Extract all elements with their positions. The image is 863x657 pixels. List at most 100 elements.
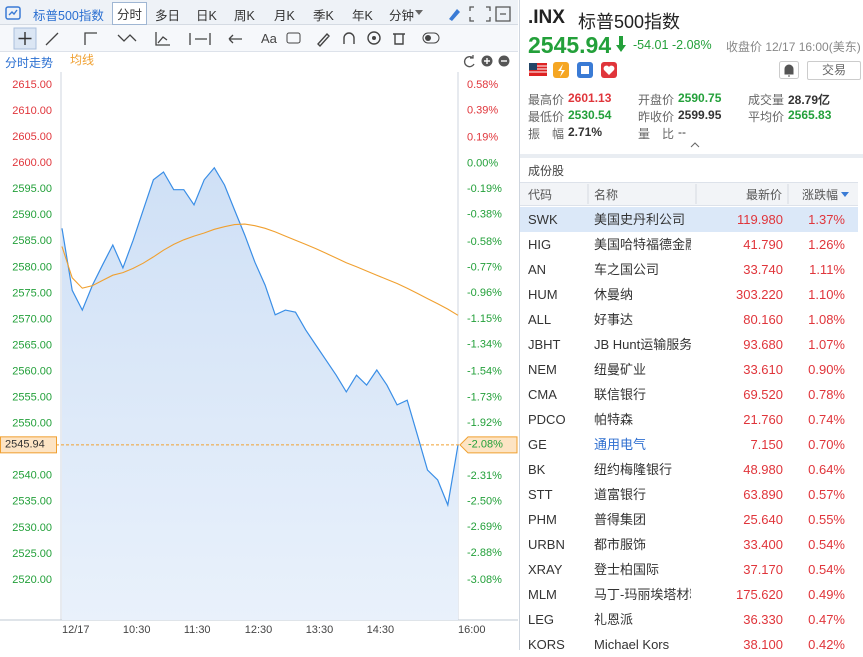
stock-name: 马丁-玛丽埃塔材料 <box>594 587 691 602</box>
y2-tick-label: -1.34% <box>467 339 502 351</box>
table-row[interactable]: PDCO 帕特森 21.760 0.74% <box>520 407 858 432</box>
stock-code: URBN <box>528 537 565 552</box>
y2-tick-label: -2.69% <box>467 521 502 533</box>
table-row[interactable]: HUM 休曼纳 303.220 1.10% <box>520 282 858 307</box>
table-row[interactable]: STT 道富银行 63.890 0.57% <box>520 482 858 507</box>
table-row[interactable]: XRAY 登士柏国际 37.170 0.54% <box>520 557 858 582</box>
last-pct-label: -2.08% <box>468 439 503 451</box>
table-row[interactable]: BK 纽约梅隆银行 48.980 0.64% <box>520 457 858 482</box>
stat-label: 昨收价 <box>638 110 675 124</box>
collapse[interactable] <box>690 141 700 149</box>
stat-label: 开盘价 <box>638 93 675 107</box>
table-row[interactable]: PHM 普得集团 25.640 0.55% <box>520 507 858 532</box>
table-row[interactable]: AN 车之国公司 33.740 1.11% <box>520 257 858 282</box>
col-header[interactable]: 代码 <box>528 188 553 202</box>
y2-tick-label: 0.19% <box>467 132 498 144</box>
stock-name: 普得集团 <box>594 512 647 527</box>
table-row[interactable]: SWK 美国史丹利公司 119.980 1.37% <box>520 207 858 232</box>
stock-price: 25.640 <box>743 512 783 527</box>
stock-change: 0.54% <box>808 562 845 577</box>
stock-price: 80.160 <box>743 312 783 327</box>
x-tick-label: 12/17 <box>62 624 90 636</box>
stock-name: JB Hunt运输服务 <box>594 337 691 352</box>
y-tick-label: 2585.00 <box>12 235 52 247</box>
tool-icons[interactable] <box>0 25 518 52</box>
zoom-icons[interactable] <box>463 54 515 68</box>
stock-change: 0.64% <box>808 462 845 477</box>
stock-name: 纽约梅隆银行 <box>594 462 673 477</box>
stock-change: 0.78% <box>808 387 845 402</box>
price-area <box>62 167 458 621</box>
stock-name: 礼恩派 <box>594 612 634 627</box>
tab[interactable]: 季K <box>313 9 334 23</box>
y2-tick-label: -0.19% <box>467 183 502 195</box>
font-tool[interactable]: Aa <box>261 31 277 46</box>
window-icons[interactable] <box>446 4 516 22</box>
table-row[interactable]: LEG 礼恩派 36.330 0.47% <box>520 607 858 632</box>
stock-code: JBHT <box>528 337 561 352</box>
table-row[interactable]: ALL 好事达 80.160 1.08% <box>520 307 858 332</box>
y-tick-label: 2565.00 <box>12 339 52 351</box>
stock-name: 美国哈特福德金融 <box>594 237 691 252</box>
stock-code: SWK <box>528 212 558 227</box>
stat-label: 平均价 <box>748 110 785 124</box>
tab[interactable]: 月K <box>274 9 295 23</box>
table-row[interactable]: HIG 美国哈特福德金融 41.790 1.26% <box>520 232 858 257</box>
tab[interactable]: 周K <box>234 9 255 23</box>
stock-name: 纽曼矿业 <box>594 362 647 377</box>
stock-name: Michael Kors <box>594 637 670 652</box>
y2-tick-label: 0.00% <box>467 157 498 169</box>
table-row[interactable]: MLM 马丁-玛丽埃塔材料 175.620 0.49% <box>520 582 858 607</box>
menu-icon[interactable] <box>5 5 21 21</box>
y-tick-label: 2530.00 <box>12 522 52 534</box>
badges[interactable] <box>528 61 618 79</box>
y-tick-label: 2595.00 <box>12 183 52 195</box>
index-title[interactable]: 标普500指数 <box>33 9 104 23</box>
tab[interactable]: 分时 <box>112 2 148 25</box>
stock-name: 联信银行 <box>594 387 647 402</box>
stock-code: STT <box>528 487 553 502</box>
stock-name: 帕特森 <box>594 412 634 427</box>
down-arrow <box>616 36 626 52</box>
table-row[interactable]: GE 通用电气 7.150 0.70% <box>520 432 858 457</box>
stock-change: 0.90% <box>808 362 845 377</box>
y2-tick-label: -1.54% <box>467 366 502 378</box>
alert-button[interactable] <box>779 61 799 79</box>
y2-tick-label: -0.38% <box>467 209 502 221</box>
stat-label: 振 幅 <box>528 127 565 141</box>
col-separators <box>587 184 789 204</box>
x-tick-label: 13:30 <box>306 624 334 636</box>
stock-code: PDCO <box>528 412 566 427</box>
tab[interactable]: 年K <box>352 9 373 23</box>
tab[interactable]: 多日 <box>155 9 181 23</box>
col-header[interactable]: 涨跌幅 <box>801 188 838 202</box>
stock-change: 0.70% <box>808 437 845 452</box>
table-row[interactable]: JBHT JB Hunt运输服务 93.680 1.07% <box>520 332 858 357</box>
table-row[interactable]: NEM 纽曼矿业 33.610 0.90% <box>520 357 858 382</box>
table-row[interactable]: CMA 联信银行 69.520 0.78% <box>520 382 858 407</box>
index-name: 标普500指数 <box>578 12 681 32</box>
stock-name: 车之国公司 <box>594 262 660 277</box>
stock-code: GE <box>528 437 547 452</box>
col-header[interactable]: 最新价 <box>745 188 782 202</box>
stat-label: 最低价 <box>528 110 565 124</box>
stock-price: 33.740 <box>743 262 783 277</box>
table-row[interactable]: URBN 都市服饰 33.400 0.54% <box>520 532 858 557</box>
stock-code: AN <box>528 262 547 277</box>
section-title: 成份股 <box>528 164 565 178</box>
sort-caret <box>841 192 849 197</box>
trade-button[interactable]: 交易 <box>807 61 861 80</box>
y-tick-label: 2540.00 <box>12 470 52 482</box>
stock-code: MLM <box>528 587 557 602</box>
stock-price: 33.400 <box>743 537 783 552</box>
tab[interactable]: 分钟 <box>389 9 415 23</box>
y2-tick-label: 0.39% <box>467 105 498 117</box>
tab[interactable]: 日K <box>196 9 217 23</box>
y2-tick-label: -1.92% <box>467 417 502 429</box>
y-tick-label: 2560.00 <box>12 365 52 377</box>
col-header[interactable]: 名称 <box>594 188 619 202</box>
stat-value: 2599.95 <box>678 108 722 122</box>
chart: 2615.00 2610.00 2605.00 2600.00 2595.00 2590.… <box>0 53 518 636</box>
table-row[interactable]: KORS Michael Kors 38.100 0.42% <box>520 632 858 657</box>
